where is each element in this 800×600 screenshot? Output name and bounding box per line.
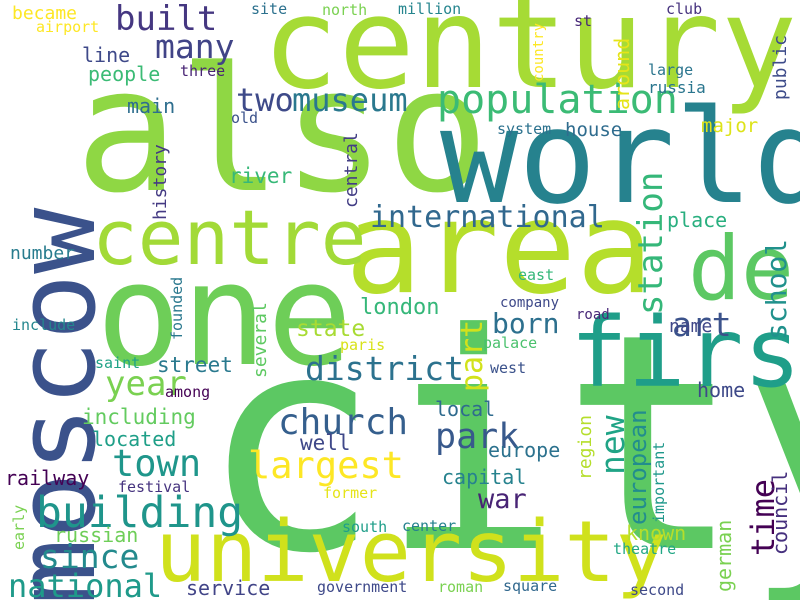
word-located: located: [92, 427, 177, 451]
word-district: district: [305, 349, 464, 388]
word-railway: railway: [5, 466, 90, 490]
word-school: school: [760, 238, 793, 340]
word-roman: roman: [438, 578, 484, 596]
word-international: international: [370, 200, 605, 235]
word-london: london: [360, 295, 440, 320]
word-population: population: [437, 77, 678, 123]
word-park: park: [435, 417, 520, 457]
word-service: service: [186, 576, 271, 600]
word-year: year: [105, 364, 187, 404]
word-road: road: [576, 307, 610, 323]
word-national: national: [8, 567, 163, 600]
word-east: east: [518, 266, 555, 284]
word-also: also: [75, 30, 490, 231]
word-public: public: [770, 34, 791, 100]
word-major: major: [701, 115, 759, 137]
word-german: german: [712, 519, 736, 592]
word-system: system: [497, 120, 552, 138]
word-important: important: [650, 441, 668, 523]
word-river: river: [229, 164, 293, 188]
word-among: among: [165, 383, 211, 401]
word-several: several: [250, 302, 271, 378]
word-country: country: [531, 22, 547, 82]
word-main: main: [127, 94, 176, 118]
word-world: world: [440, 81, 800, 233]
word-street: street: [157, 353, 233, 377]
word-one: one: [96, 233, 353, 398]
word-known: known: [626, 521, 687, 545]
word-since: since: [40, 537, 140, 576]
word-people: people: [88, 62, 161, 86]
word-part: part: [455, 319, 490, 392]
word-palace: palace: [483, 334, 538, 352]
word-house: house: [565, 119, 623, 141]
word-company: company: [500, 295, 560, 311]
word-became: became: [12, 3, 78, 24]
word-university: university: [155, 503, 667, 600]
word-large: large: [648, 61, 694, 79]
word-paris: paris: [340, 336, 386, 354]
word-building: building: [36, 488, 244, 538]
word-central: central: [341, 132, 362, 208]
word-war: war: [478, 484, 527, 515]
word-two: two: [236, 81, 294, 119]
word-three: three: [180, 62, 226, 80]
word-around: around: [610, 37, 634, 110]
word-million: million: [398, 0, 462, 18]
word-airport: airport: [36, 18, 100, 36]
word-largest: largest: [248, 444, 404, 487]
word-many: many: [155, 27, 235, 66]
word-founded: founded: [168, 276, 186, 340]
word-art: art: [672, 305, 732, 344]
word-line: line: [82, 43, 131, 67]
word-former: former: [323, 484, 378, 502]
word-west: west: [490, 359, 527, 377]
word-saint: saint: [95, 354, 141, 372]
word-russia: russia: [648, 78, 706, 97]
word-theatre: theatre: [613, 540, 677, 558]
word-including: including: [82, 405, 196, 429]
word-state: state: [296, 316, 366, 342]
word-area: area: [345, 174, 654, 323]
word-site: site: [251, 0, 288, 18]
word-center: center: [402, 517, 457, 535]
word-name: name: [669, 316, 713, 337]
word-include: include: [12, 316, 76, 334]
word-built: built: [115, 0, 218, 39]
word-early: early: [10, 504, 28, 550]
word-europe: europe: [488, 438, 561, 462]
word-south: south: [342, 518, 388, 536]
word-centre: centre: [92, 193, 367, 282]
word-local: local: [435, 397, 496, 421]
word-place: place: [667, 208, 728, 232]
word-number: number: [10, 243, 76, 264]
word-club: club: [666, 0, 703, 18]
word-church: church: [278, 402, 409, 443]
word-old: old: [231, 109, 259, 127]
word-council: council: [768, 470, 792, 555]
word-st: st: [574, 12, 593, 30]
word-north: north: [322, 1, 368, 19]
word-home: home: [697, 378, 746, 402]
word-european: european: [624, 409, 652, 525]
word-de: de: [688, 217, 794, 320]
word-first: first: [570, 297, 800, 409]
word-square: square: [503, 577, 558, 595]
word-city: city: [200, 270, 800, 600]
word-second: second: [630, 581, 685, 599]
word-century: century: [262, 0, 798, 117]
word-government: government: [317, 578, 408, 596]
word-region: region: [575, 414, 596, 480]
word-museum: museum: [292, 81, 408, 119]
word-well: well: [300, 431, 351, 455]
word-town: town: [112, 442, 202, 485]
word-born: born: [492, 307, 560, 340]
word-capital: capital: [442, 465, 527, 489]
word-russian: russian: [54, 523, 139, 547]
word-festival: festival: [118, 478, 191, 496]
word-history: history: [150, 144, 171, 220]
word-station: station: [631, 171, 671, 315]
